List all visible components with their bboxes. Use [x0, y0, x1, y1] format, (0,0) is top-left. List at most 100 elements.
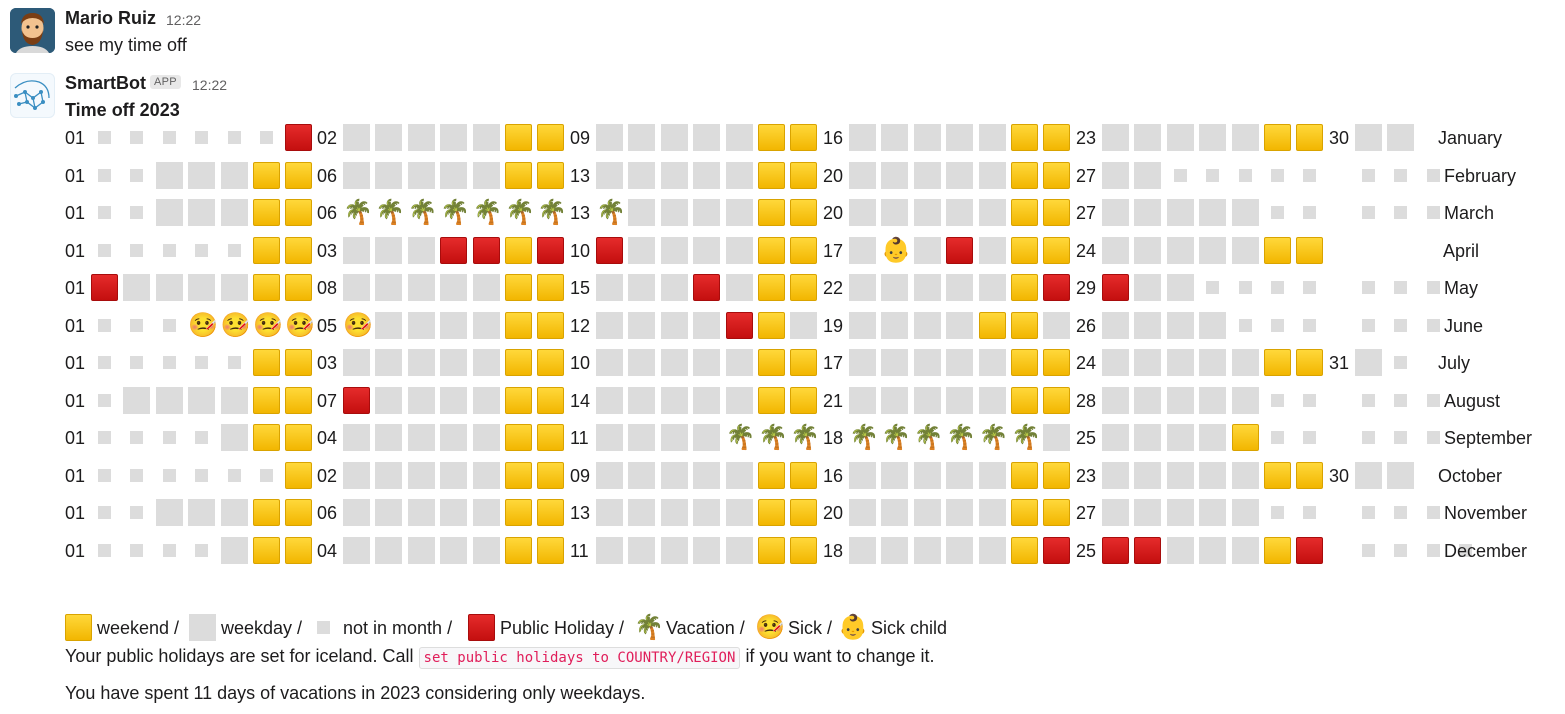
not-in-month-day [1296, 274, 1323, 301]
weekday-cell [155, 499, 183, 526]
calendar-row-october: 01 02 09 16 23 30 October [0, 461, 1565, 490]
weekday-swatch [189, 614, 216, 641]
not-in-month-day [1296, 199, 1323, 226]
weekday-cell [1387, 124, 1415, 151]
weekday-cell [660, 461, 688, 489]
not-in-month-day [91, 199, 118, 226]
weekday-cell [188, 274, 216, 301]
not-in-month-day [123, 199, 150, 226]
weekday-cell [1199, 536, 1227, 564]
day-number-label: 31 [1329, 353, 1350, 373]
weekday-cell [725, 499, 753, 526]
day-number-label: 27 [1076, 165, 1097, 186]
weekend-cell [505, 349, 532, 376]
vacation-day: 🌴 [790, 424, 821, 451]
weekday-cell [1134, 274, 1162, 301]
not-in-month-day [188, 124, 215, 151]
legend-vacation: Vacation / [666, 618, 745, 638]
weekend-cell [537, 386, 565, 414]
weekday-cell [881, 199, 909, 226]
weekday-cell [1102, 499, 1129, 526]
weekday-cell [472, 499, 500, 526]
weekday-cell [1355, 461, 1382, 489]
not-in-month-day [1452, 537, 1479, 564]
weekday-cell [725, 161, 753, 189]
day-number-label: 17 [823, 240, 844, 261]
weekend-cell [537, 424, 565, 451]
weekday-cell [188, 499, 216, 526]
weekday-cell [978, 461, 1006, 489]
weekday-cell [628, 424, 656, 451]
weekday-cell [1199, 199, 1227, 226]
public-holiday-cell [725, 311, 753, 339]
bot-name[interactable]: SmartBot [65, 73, 147, 93]
day-number-label: 01 [65, 240, 86, 261]
public-holiday-cell [1102, 274, 1129, 301]
weekend-cell [253, 236, 280, 264]
weekday-cell [913, 386, 941, 414]
weekend-cell [790, 349, 818, 376]
day-number-label: 30 [1329, 128, 1350, 148]
not-in-month-day [1199, 274, 1226, 301]
weekday-cell [1231, 386, 1259, 414]
weekday-cell [343, 124, 370, 151]
not-in-month-day [1264, 499, 1291, 526]
not-in-month-day [156, 349, 183, 376]
weekday-cell [849, 311, 876, 339]
weekday-cell [375, 349, 403, 376]
weekday-cell [1134, 236, 1162, 264]
weekday-cell [1199, 424, 1227, 451]
weekday-cell [155, 274, 183, 301]
weekend-cell [790, 536, 818, 564]
weekday-cell [725, 386, 753, 414]
month-label: May [1444, 278, 1479, 298]
bot-message-time[interactable]: 12:22 [192, 77, 228, 93]
weekday-cell [978, 236, 1006, 264]
not-in-month-day [1420, 199, 1447, 226]
weekday-cell [913, 124, 941, 151]
not-in-month-day [1420, 162, 1447, 189]
weekday-cell [1102, 386, 1129, 414]
weekday-cell [220, 536, 248, 564]
weekend-cell [1296, 124, 1324, 151]
holiday-command[interactable]: set public holidays to COUNTRY/REGION [418, 647, 741, 669]
vacation-day: 🌴 [725, 424, 756, 451]
public-holiday-cell [285, 124, 313, 151]
avatar-smartbot[interactable] [10, 73, 55, 118]
weekday-cell [596, 461, 623, 489]
sick-day: 🤒 [253, 311, 283, 339]
author-name[interactable]: Mario Ruiz [65, 8, 157, 28]
weekend-cell [758, 349, 785, 376]
not-in-month-day [123, 424, 150, 451]
weekday-cell [407, 236, 435, 264]
weekday-cell [628, 236, 656, 264]
weekday-cell [440, 386, 468, 414]
month-label: August [1444, 390, 1501, 411]
weekday-cell [946, 499, 974, 526]
legend-weekend: weekend / [97, 618, 180, 638]
month-label: February [1444, 165, 1517, 186]
weekend-cell [253, 274, 280, 301]
day-number-label: 01 [65, 203, 86, 223]
weekday-cell [188, 161, 216, 189]
not-in-month-day [1232, 162, 1259, 189]
weekday-cell [220, 424, 248, 451]
day-number-label: 13 [570, 503, 591, 523]
weekday-cell [660, 199, 688, 226]
day-number-label: 15 [570, 278, 591, 298]
not-in-month-day [1420, 499, 1447, 526]
avatar-mario[interactable] [10, 8, 55, 53]
not-in-month-day [188, 237, 215, 264]
weekend-cell [790, 199, 818, 226]
day-number-label: 01 [65, 390, 86, 411]
not-in-month-day [156, 537, 183, 564]
weekend-cell [285, 461, 313, 489]
not-in-month-day [156, 124, 183, 151]
public-holiday-cell [1043, 536, 1071, 564]
message-time[interactable]: 12:22 [166, 12, 202, 28]
weekday-cell [596, 499, 623, 526]
weekend-cell [758, 199, 785, 226]
weekday-cell [155, 386, 183, 414]
weekday-cell [472, 311, 500, 339]
weekday-cell [1231, 461, 1259, 489]
